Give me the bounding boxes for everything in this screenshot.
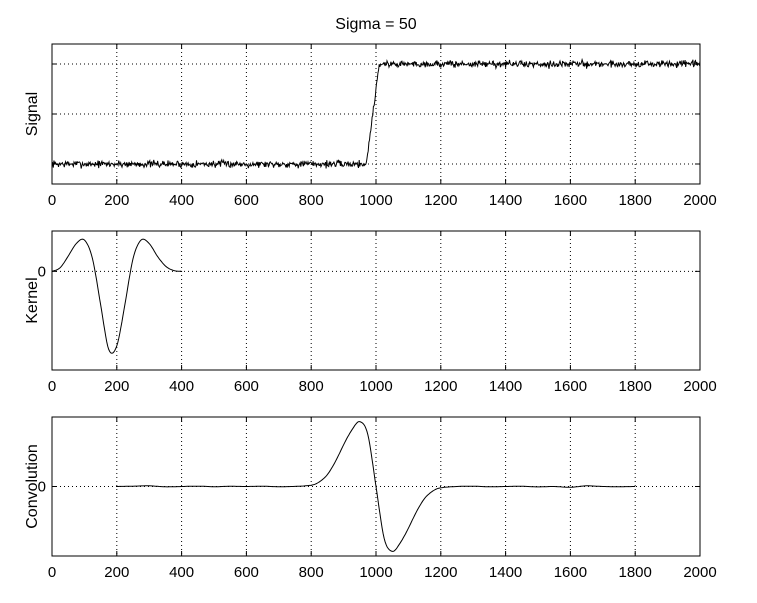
kernel-panel: 0 200 400 600 800 1000 1200 1400 1600 1800 20000Ke… [24,230,717,395]
x-tick-label: 600 [234,564,259,581]
x-tick-label: 800 [299,564,324,581]
x-tick-label: 1600 [554,564,587,581]
x-tick-label: 800 [299,192,324,209]
x-tick-label: 2000 [683,564,716,581]
x-tick-label: 400 [169,564,194,581]
x-tick-label: 1000 [359,192,392,209]
signal-panel: 0 200 400 600 800 1000 1200 1400 1600 1800 2000 Sig… [24,43,717,209]
x-tick-label: 1800 [619,192,652,209]
x-tick-label: 1800 [619,564,652,581]
x-tick-label: 1000 [359,378,392,395]
convolution-panel: 0 200 400 600 800 1000 1200 1400 1600 1800 20000Co… [24,416,717,581]
x-tick-label: 200 [104,564,129,581]
x-tick-label: 1800 [619,378,652,395]
y-axis-label: Convolution [24,444,41,529]
x-tick-label: 2000 [683,192,716,209]
x-tick-label: 0 [48,378,56,395]
x-tick-label: 800 [299,378,324,395]
series-line [51,57,701,169]
x-tick-label: 600 [234,192,259,209]
x-tick-label: 400 [169,192,194,209]
x-tick-label: 1400 [489,192,522,209]
x-tick-label: 200 [104,378,129,395]
x-tick-label: 0 [48,564,56,581]
x-tick-label: 1400 [489,564,522,581]
series-line [51,238,182,354]
x-tick-label: 1200 [424,192,457,209]
x-tick-label: 1600 [554,192,587,209]
x-tick-label: 1200 [424,564,457,581]
y-axis-label: Signal [24,92,41,136]
y-axis-label: Kernel [24,277,41,323]
x-tick-label: 600 [234,378,259,395]
x-tick-label: 1000 [359,564,392,581]
figure-title: Sigma = 50 [335,16,416,33]
x-tick-label: 1200 [424,378,457,395]
x-tick-label: 1400 [489,378,522,395]
x-tick-label: 2000 [683,378,716,395]
y-tick-label: 0 [38,263,46,280]
series-line [116,421,636,552]
y-tick-label: 0 [38,479,46,496]
x-tick-label: 1600 [554,378,587,395]
x-tick-label: 0 [48,192,56,209]
x-tick-label: 200 [104,192,129,209]
x-tick-label: 400 [169,378,194,395]
